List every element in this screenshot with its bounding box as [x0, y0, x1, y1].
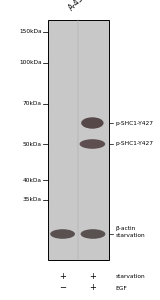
Text: +: + — [90, 284, 96, 292]
Text: p-SHC1-Y427: p-SHC1-Y427 — [115, 142, 153, 146]
Ellipse shape — [81, 117, 104, 129]
Text: 150kDa: 150kDa — [19, 29, 42, 34]
Text: +: + — [59, 272, 66, 281]
Text: EGF: EGF — [115, 286, 127, 290]
FancyBboxPatch shape — [48, 20, 109, 260]
Text: p-SHC1-Y427: p-SHC1-Y427 — [115, 121, 153, 125]
Text: starvation: starvation — [115, 274, 145, 279]
Text: starvation: starvation — [115, 233, 145, 238]
Ellipse shape — [81, 229, 105, 239]
Text: 100kDa: 100kDa — [19, 61, 42, 65]
Text: A-431: A-431 — [67, 0, 89, 12]
Text: 50kDa: 50kDa — [23, 142, 42, 146]
Text: −: − — [59, 284, 66, 292]
Text: β-actin: β-actin — [115, 226, 136, 231]
Text: 40kDa: 40kDa — [23, 178, 42, 182]
Text: 70kDa: 70kDa — [23, 101, 42, 106]
Ellipse shape — [80, 139, 105, 149]
Ellipse shape — [50, 229, 75, 239]
Text: 35kDa: 35kDa — [23, 197, 42, 202]
Text: +: + — [90, 272, 96, 281]
